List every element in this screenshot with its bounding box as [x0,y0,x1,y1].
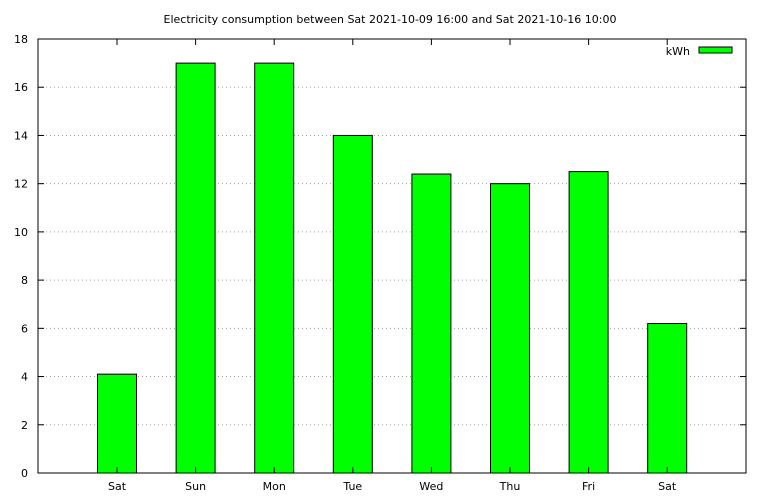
x-tick-label: Mon [263,480,286,493]
tick-labels: 0 2 4 6 8 10 12 14 16 18 Sat Sun Mon Tue Wed Thu Fri Sat [14,33,677,493]
legend-label-kwh: kWh [666,45,690,58]
bar-sat-7 [647,323,688,474]
y-tick-label: 8 [21,274,28,287]
y-tick-label: 18 [14,33,28,46]
x-tick-label: Sat [658,480,677,493]
y-tick-label: 2 [21,419,28,432]
x-tick-label: Wed [419,480,443,493]
bar-sun-1 [175,62,216,474]
bar-thu-5 [490,183,530,474]
y-tick-label: 12 [14,178,28,191]
x-tick-label: Tue [342,480,362,493]
y-tick-label: 6 [21,322,28,335]
legend: kWh [666,45,733,58]
x-tick-label: Sat [108,480,127,493]
bar-tue-3 [332,134,373,474]
y-tick-label: 16 [14,81,28,94]
y-tick-label: 10 [14,226,28,239]
y-tick-label: 0 [21,467,28,480]
grid-lines [38,86,746,426]
y-tick-label: 4 [21,371,28,384]
x-tick-label: Thu [499,480,521,493]
axes [37,38,747,474]
bar-wed-4 [411,173,452,474]
bars [97,62,688,474]
plot-border [37,38,747,474]
y-tick-label: 14 [14,129,28,142]
bar-sat-0 [97,373,137,474]
chart-title: Electricity consumption between Sat 2021… [164,13,617,26]
x-tick-label: Fri [582,480,595,493]
bar-fri-6 [568,171,609,474]
x-tick-label: Sun [185,480,206,493]
bar-mon-2 [254,62,295,474]
legend-swatch-kwh [698,46,733,54]
